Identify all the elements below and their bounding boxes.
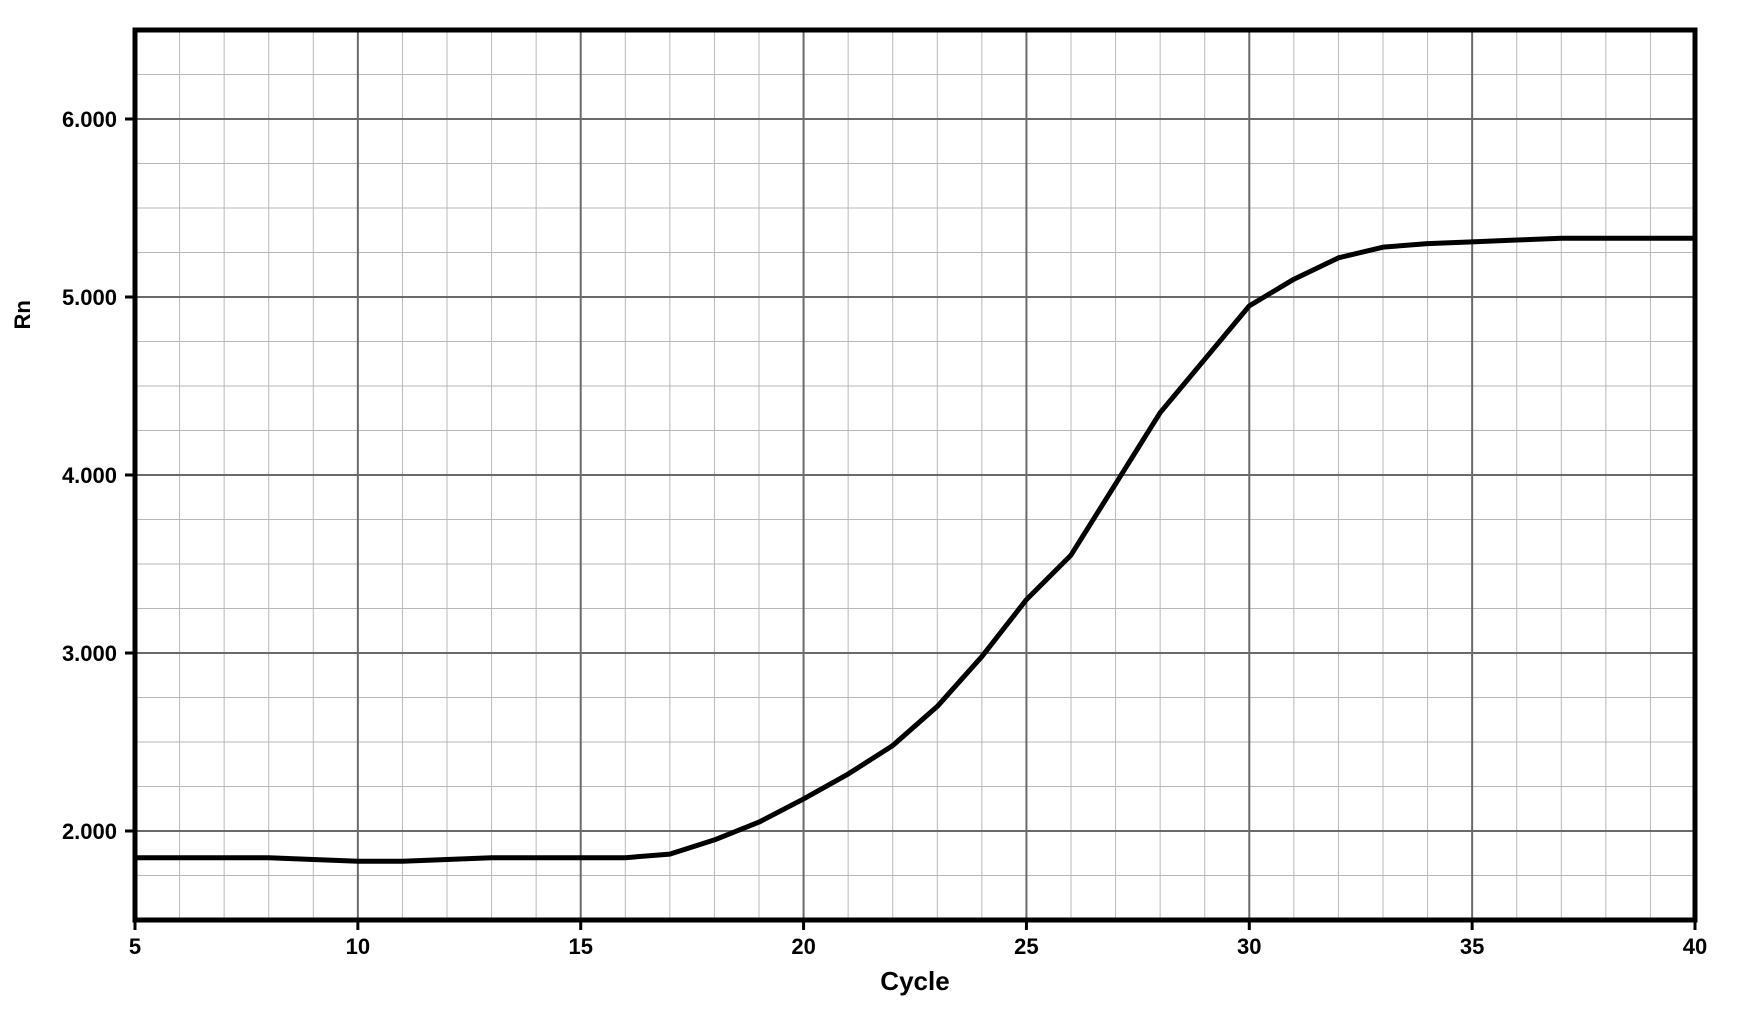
x-tick-label: 25 xyxy=(1014,934,1038,959)
y-axis-label: Rn xyxy=(10,300,35,329)
x-axis-label: Cycle xyxy=(880,966,949,996)
y-tick-label: 2.000 xyxy=(62,819,117,844)
x-tick-label: 10 xyxy=(346,934,370,959)
x-tick-label: 20 xyxy=(791,934,815,959)
x-tick-label: 30 xyxy=(1237,934,1261,959)
chart-container: 5 10 15 20 25 30 35 40 2.000 3.000 4.000 5.000 6.000… xyxy=(0,0,1750,1009)
x-tick-label: 15 xyxy=(568,934,592,959)
y-tick-label: 5.000 xyxy=(62,285,117,310)
y-tick-label: 3.000 xyxy=(62,641,117,666)
x-tick-label: 40 xyxy=(1683,934,1707,959)
x-tick-label: 35 xyxy=(1460,934,1484,959)
line-chart: 5 10 15 20 25 30 35 40 2.000 3.000 4.000 5.000 6.000… xyxy=(0,0,1750,1009)
y-tick-label: 6.000 xyxy=(62,107,117,132)
y-tick-label: 4.000 xyxy=(62,463,117,488)
x-tick-label: 5 xyxy=(129,934,141,959)
